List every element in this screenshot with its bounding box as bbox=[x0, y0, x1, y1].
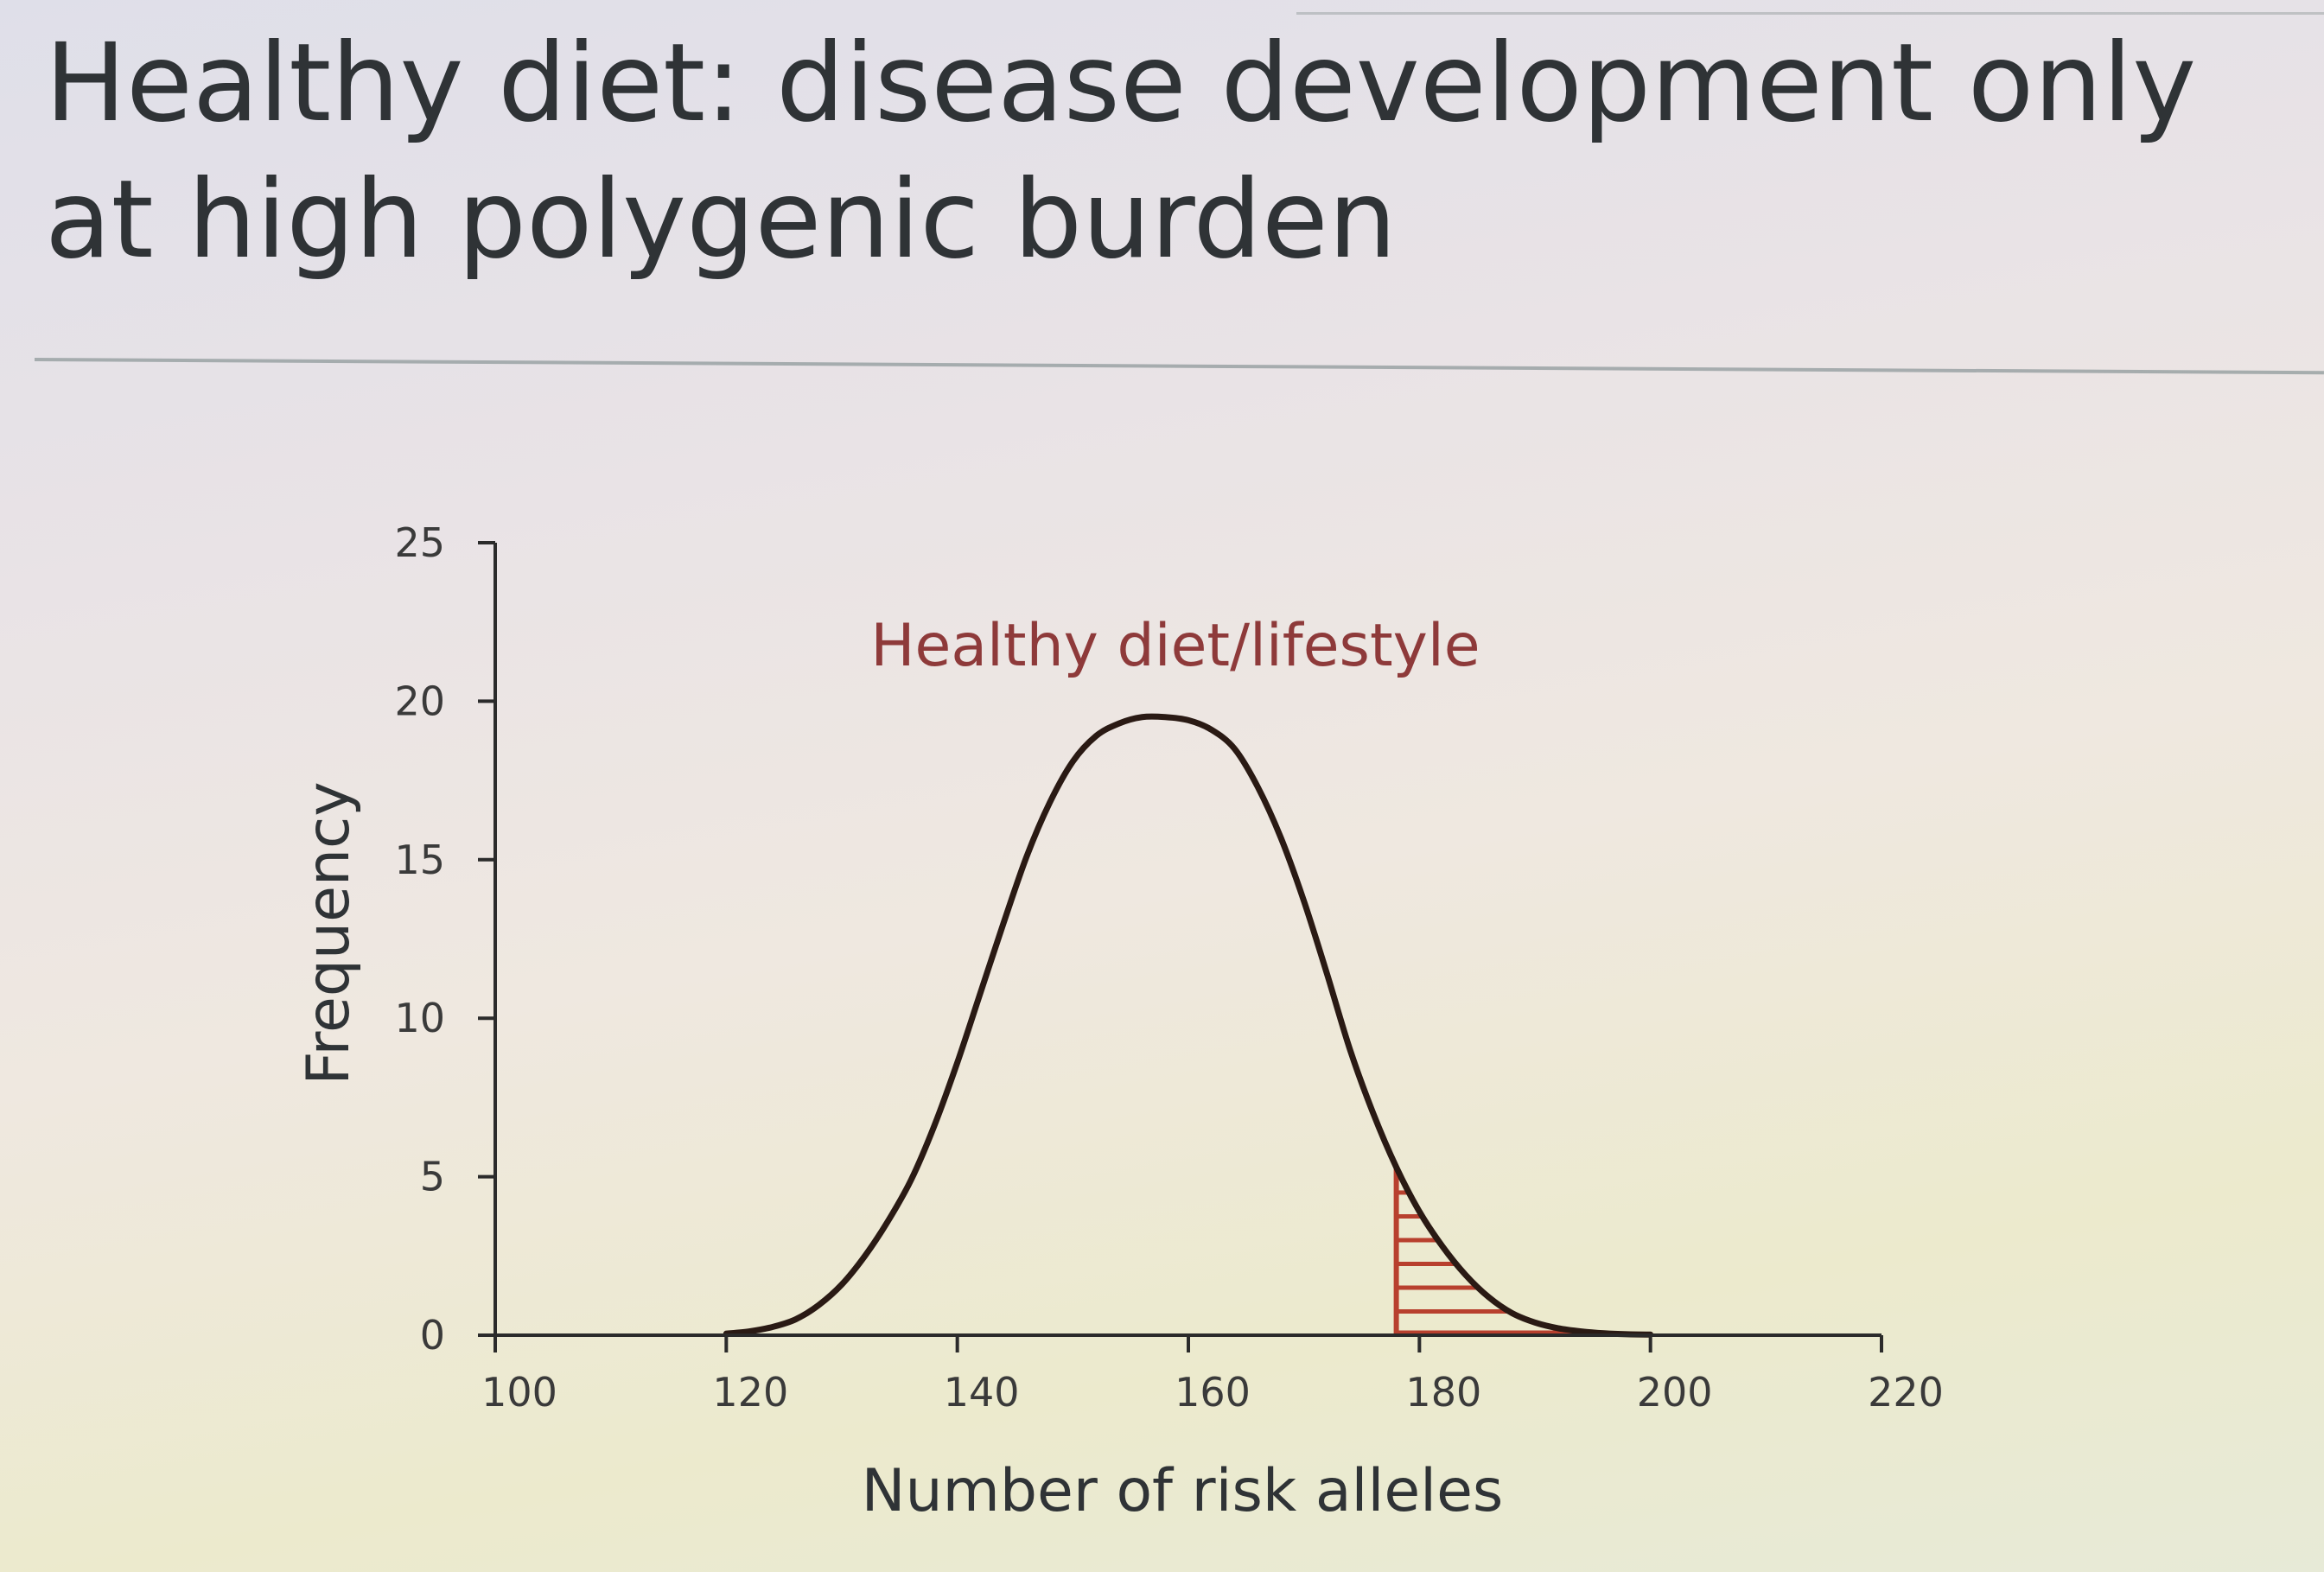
x-tick-label-120: 120 bbox=[712, 1369, 788, 1416]
x-tick-label-140: 140 bbox=[944, 1369, 1020, 1416]
curve-annotation: Healthy diet/lifestyle bbox=[870, 612, 1480, 680]
x-tick-label-220: 220 bbox=[1868, 1369, 1944, 1416]
x-axis-ticks: 100 120 140 160 180 200 220 bbox=[481, 1335, 1944, 1416]
y-tick-label-25: 25 bbox=[394, 519, 445, 566]
y-tick-label-0: 0 bbox=[420, 1312, 445, 1359]
x-tick-label-200: 200 bbox=[1637, 1369, 1713, 1416]
x-tick-label-100: 100 bbox=[481, 1369, 557, 1416]
high-burden-hatch-region bbox=[1393, 1166, 1605, 1335]
y-tick-label-5: 5 bbox=[420, 1154, 445, 1200]
y-tick-label-15: 15 bbox=[394, 837, 445, 883]
top-divider bbox=[1296, 12, 2324, 15]
y-axis-ticks: 0 5 10 15 20 25 bbox=[394, 519, 495, 1359]
y-tick-label-10: 10 bbox=[394, 995, 445, 1041]
y-tick-label-20: 20 bbox=[394, 678, 445, 724]
allele-distribution-curve bbox=[723, 713, 1654, 1338]
x-axis-label: Number of risk alleles bbox=[862, 1457, 1504, 1525]
y-axis-label: Frequency bbox=[295, 781, 363, 1085]
x-tick-label-160: 160 bbox=[1175, 1369, 1251, 1416]
x-tick-label-180: 180 bbox=[1405, 1369, 1481, 1416]
slide-title: Healthy diet: disease development only a… bbox=[45, 21, 2197, 283]
